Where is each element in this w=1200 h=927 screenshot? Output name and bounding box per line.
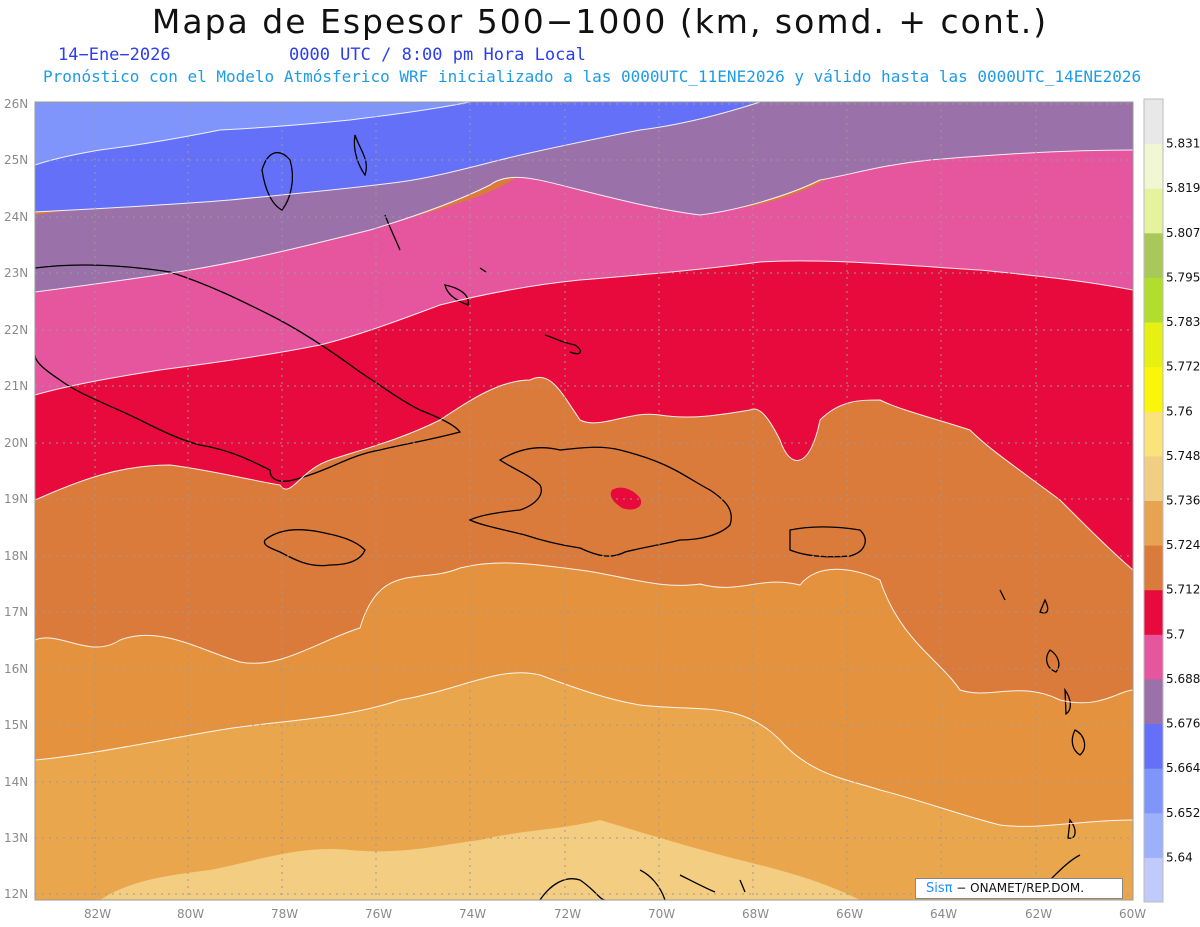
colorbar-swatch [1144,678,1163,725]
lon-tick-label: 62W [1025,907,1052,921]
credit-text: − ONAMET/REP.DOM. [952,881,1085,895]
lon-tick-label: 64W [930,907,957,921]
lat-tick-label: 22N [4,323,28,337]
grid-lines [35,102,1133,900]
lat-tick-label: 16N [4,662,28,676]
colorbar-swatch [1144,768,1163,814]
colorbar-level-label: 5.736 [1166,494,1200,508]
hispaniola-outline [468,446,732,557]
colorbar-swatch [1144,723,1163,769]
lat-tick-label: 25N [4,153,28,167]
colorbar-level-label: 5.795 [1166,270,1200,284]
lat-tick-label: 24N [4,210,28,224]
lat-tick-label: 17N [4,605,28,619]
lat-tick-label: 15N [4,718,28,732]
colorbar: 5.64 5.652 5.664 5.676 5.688 5.7 5.712 5.724 5.7… [1143,98,1200,903]
colorbar-level-label: 5.76 [1166,404,1193,418]
sispi-logo-text: Sisπ [926,881,953,896]
colorbar-swatch [1144,366,1163,412]
band-5712 [35,236,1133,570]
band-5664 [35,102,470,165]
cuba-outline [35,264,462,482]
colorbar-swatch [1144,589,1163,635]
longitude-axis: 82W 80W 78W 76W 74W 72W 70W 68W 66W 64W … [84,907,1146,921]
lat-tick-label: 13N [4,831,28,845]
colorbar-swatch [1144,143,1163,189]
colorbar-level-label: 5.819 [1166,181,1200,195]
lon-tick-label: 76W [365,907,392,921]
lon-tick-label: 78W [271,907,298,921]
colorbar-level-label: 5.783 [1166,315,1200,329]
lat-tick-label: 19N [4,492,28,506]
map-plot-area [35,102,1133,900]
band-5712-blob [610,487,642,510]
lon-tick-label: 82W [84,907,111,921]
lat-tick-label: 14N [4,775,28,789]
coastlines [35,134,1086,900]
colorbar-level-label: 5.64 [1166,850,1193,864]
forecast-date: 14−Ene−2026 [58,45,171,65]
model-info: Pronóstico con el Modelo Atmósferico WRF… [43,67,1142,86]
colorbar-level-label: 5.688 [1166,672,1200,686]
lat-tick-label: 26N [4,97,28,111]
colorbar-swatch [1144,99,1163,145]
lon-tick-label: 80W [177,907,204,921]
colorbar-swatch [1144,857,1163,903]
latitude-axis: 26N 25N 24N 23N 22N 21N 20N 19N 18N 17N … [4,97,28,901]
lat-tick-label: 23N [4,266,28,280]
colorbar-level-label: 5.724 [1166,538,1200,552]
lat-tick-label: 20N [4,436,28,450]
colorbar-swatch [1144,455,1163,501]
colorbar-frame [1143,98,1164,903]
plot-frame [34,101,1134,901]
colorbar-level-label: 5.831 [1166,137,1200,151]
credit-box: Sisπ − ONAMET/REP.DOM. [915,878,1123,899]
colorbar-level-label: 5.748 [1166,449,1200,463]
lon-tick-label: 68W [742,907,769,921]
colorbar-swatch [1144,411,1163,457]
colorbar-level-label: 5.664 [1166,761,1200,775]
colorbar-swatch [1144,232,1163,278]
colorbar-swatch [1144,545,1163,591]
colorbar-swatch [1144,812,1163,858]
colorbar-swatch [1144,634,1163,680]
colorbar-swatch [1144,277,1163,323]
jamaica-outline [263,528,366,567]
colorbar-level-label: 5.712 [1166,583,1200,597]
lon-tick-label: 60W [1119,907,1146,921]
colorbar-swatch [1144,500,1163,546]
colorbar-swatch [1144,322,1163,368]
contour-lines [35,102,1133,827]
colorbar-level-label: 5.676 [1166,717,1200,731]
colorbar-level-label: 5.807 [1166,226,1200,240]
lon-tick-label: 72W [554,907,581,921]
colorbar-level-label: 5.652 [1166,806,1200,820]
band-576 [100,820,860,900]
map-title: Mapa de Espesor 500−1000 (km, somd. + co… [151,2,1049,41]
lon-tick-label: 74W [459,907,486,921]
lat-tick-label: 12N [4,887,28,901]
forecast-time: 0000 UTC / 8:00 pm Hora Local [289,45,586,65]
colorbar-level-label: 5.7 [1166,627,1185,641]
puerto-rico-outline [789,526,866,558]
lon-tick-label: 70W [648,907,675,921]
colorbar-swatch [1144,188,1163,234]
lat-tick-label: 21N [4,379,28,393]
colorbar-level-label: 5.772 [1166,360,1200,374]
lat-tick-label: 18N [4,549,28,563]
band-5748 [35,672,1133,900]
lon-tick-label: 66W [836,907,863,921]
